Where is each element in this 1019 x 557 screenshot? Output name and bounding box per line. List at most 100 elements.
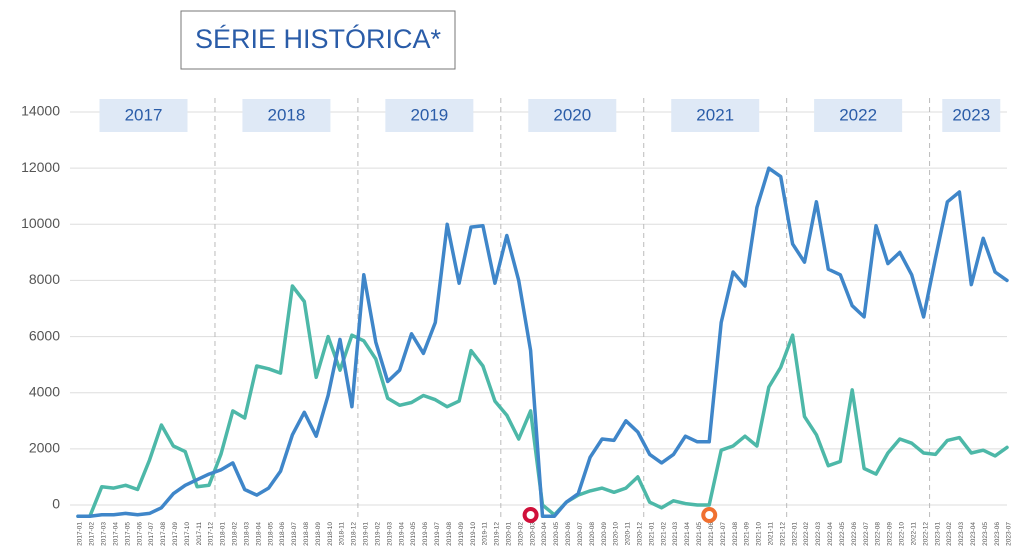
x-tick-label: 2023-01 [934, 522, 941, 546]
x-tick-label: 2023-05 [982, 522, 989, 546]
x-tick-label: 2020-04 [541, 522, 548, 546]
x-tick-label: 2019-12 [494, 522, 501, 546]
y-tick-label: 0 [52, 496, 60, 512]
x-tick-label: 2017-06 [136, 522, 143, 546]
year-label: 2021 [696, 105, 734, 124]
x-tick-label: 2019-01 [363, 522, 370, 546]
x-tick-label: 2020-03 [529, 522, 536, 546]
x-tick-label: 2021-09 [744, 522, 751, 546]
x-tick-label: 2019-04 [398, 522, 405, 546]
x-tick-label: 2022-02 [803, 522, 810, 546]
x-tick-label: 2018-02 [232, 522, 239, 546]
year-label: 2018 [268, 105, 306, 124]
x-tick-label: 2020-02 [517, 522, 524, 546]
x-tick-label: 2022-06 [851, 522, 858, 546]
y-tick-label: 8000 [29, 271, 60, 287]
x-tick-label: 2021-05 [696, 522, 703, 546]
x-tick-label: 2023-07 [1006, 522, 1013, 546]
x-tick-label: 2022-09 [887, 522, 894, 546]
event-marker [701, 507, 718, 523]
x-tick-label: 2020-11 [625, 522, 632, 546]
x-tick-label: 2022-08 [875, 522, 882, 546]
x-tick-label: 2017-07 [148, 522, 155, 546]
chart-title: SÉRIE HISTÓRICA* [195, 23, 442, 54]
x-tick-label: 2022-04 [827, 522, 834, 546]
x-tick-label: 2017-09 [172, 522, 179, 546]
x-tick-label: 2018-09 [315, 522, 322, 546]
year-label: 2020 [553, 105, 591, 124]
x-tick-label: 2019-03 [386, 522, 393, 546]
x-tick-label: 2023-03 [958, 522, 965, 546]
x-tick-label: 2021-02 [660, 522, 667, 546]
x-tick-label: 2022-03 [815, 522, 822, 546]
x-tick-label: 2017-08 [160, 522, 167, 546]
line-series [76, 166, 1009, 518]
x-tick-label: 2019-02 [374, 522, 381, 546]
x-tick-label: 2018-04 [255, 522, 262, 546]
year-box [671, 99, 760, 132]
x-tick-label: 2021-10 [756, 522, 763, 546]
year-label: 2019 [410, 105, 448, 124]
x-tick-label: 2023-02 [946, 522, 953, 546]
year-box [528, 99, 617, 132]
x-tick-label: 2019-11 [482, 522, 489, 546]
title-box [180, 10, 456, 70]
x-tick-label: 2022-01 [791, 522, 798, 546]
x-tick-label: 2018-05 [267, 522, 274, 546]
x-tick-label: 2020-01 [505, 522, 512, 546]
y-tick-label: 12000 [21, 159, 60, 175]
x-tick-label: 2022-07 [863, 522, 870, 546]
x-tick-label: 2018-11 [339, 522, 346, 546]
x-tick-label: 2021-07 [720, 522, 727, 546]
year-label: 2022 [839, 105, 877, 124]
x-tick-label: 2017-12 [208, 522, 215, 546]
x-tick-label: 2018-08 [303, 522, 310, 546]
year-label: 2017 [125, 105, 163, 124]
year-box [99, 99, 188, 132]
x-tick-label: 2023-06 [994, 522, 1001, 546]
x-tick-label: 2019-10 [470, 522, 477, 546]
x-tick-label: 2021-12 [779, 522, 786, 546]
x-tick-label: 2018-10 [327, 522, 334, 546]
year-box [385, 99, 474, 132]
x-tick-label: 2021-04 [684, 522, 691, 546]
x-tick-label: 2020-08 [589, 522, 596, 546]
x-tick-label: 2020-10 [613, 522, 620, 546]
x-tick-label: 2019-07 [434, 522, 441, 546]
y-tick-label: 10000 [21, 215, 60, 231]
year-box [814, 99, 903, 132]
x-tick-label: 2017-11 [196, 522, 203, 546]
x-tick-label: 2022-05 [839, 522, 846, 546]
x-tick-label: 2022-11 [910, 522, 917, 546]
x-tick-label: 2019-09 [458, 522, 465, 546]
y-tick-label: 6000 [29, 327, 60, 343]
x-tick-label: 2020-07 [577, 522, 584, 546]
x-tick-label: 2021-01 [648, 522, 655, 546]
x-tick-label: 2018-06 [279, 522, 286, 546]
x-tick-label: 2017-05 [124, 522, 131, 546]
y-tick-label: 14000 [21, 103, 60, 119]
y-tick-label: 2000 [29, 440, 60, 456]
x-tick-label: 2017-03 [101, 522, 108, 546]
x-tick-label: 2018-03 [243, 522, 250, 546]
x-tick-label: 2019-08 [446, 522, 453, 546]
year-box [942, 99, 1001, 132]
line-series [76, 284, 1009, 518]
x-tick-label: 2018-07 [291, 522, 298, 546]
x-tick-label: 2023-04 [970, 522, 977, 546]
year-label: 2023 [952, 105, 990, 124]
x-tick-label: 2020-09 [601, 522, 608, 546]
x-tick-label: 2017-01 [77, 522, 84, 546]
x-tick-label: 2020-06 [565, 522, 572, 546]
x-tick-label: 2021-08 [732, 522, 739, 546]
x-tick-label: 2021-11 [768, 522, 775, 546]
x-tick-label: 2018-01 [220, 522, 227, 546]
x-tick-label: 2020-12 [637, 522, 644, 546]
x-tick-label: 2019-05 [410, 522, 417, 546]
x-tick-label: 2017-04 [112, 522, 119, 546]
x-tick-label: 2022-10 [899, 522, 906, 546]
x-tick-label: 2018-12 [351, 522, 358, 546]
x-tick-label: 2022-12 [922, 522, 929, 546]
x-tick-label: 2021-06 [708, 522, 715, 546]
